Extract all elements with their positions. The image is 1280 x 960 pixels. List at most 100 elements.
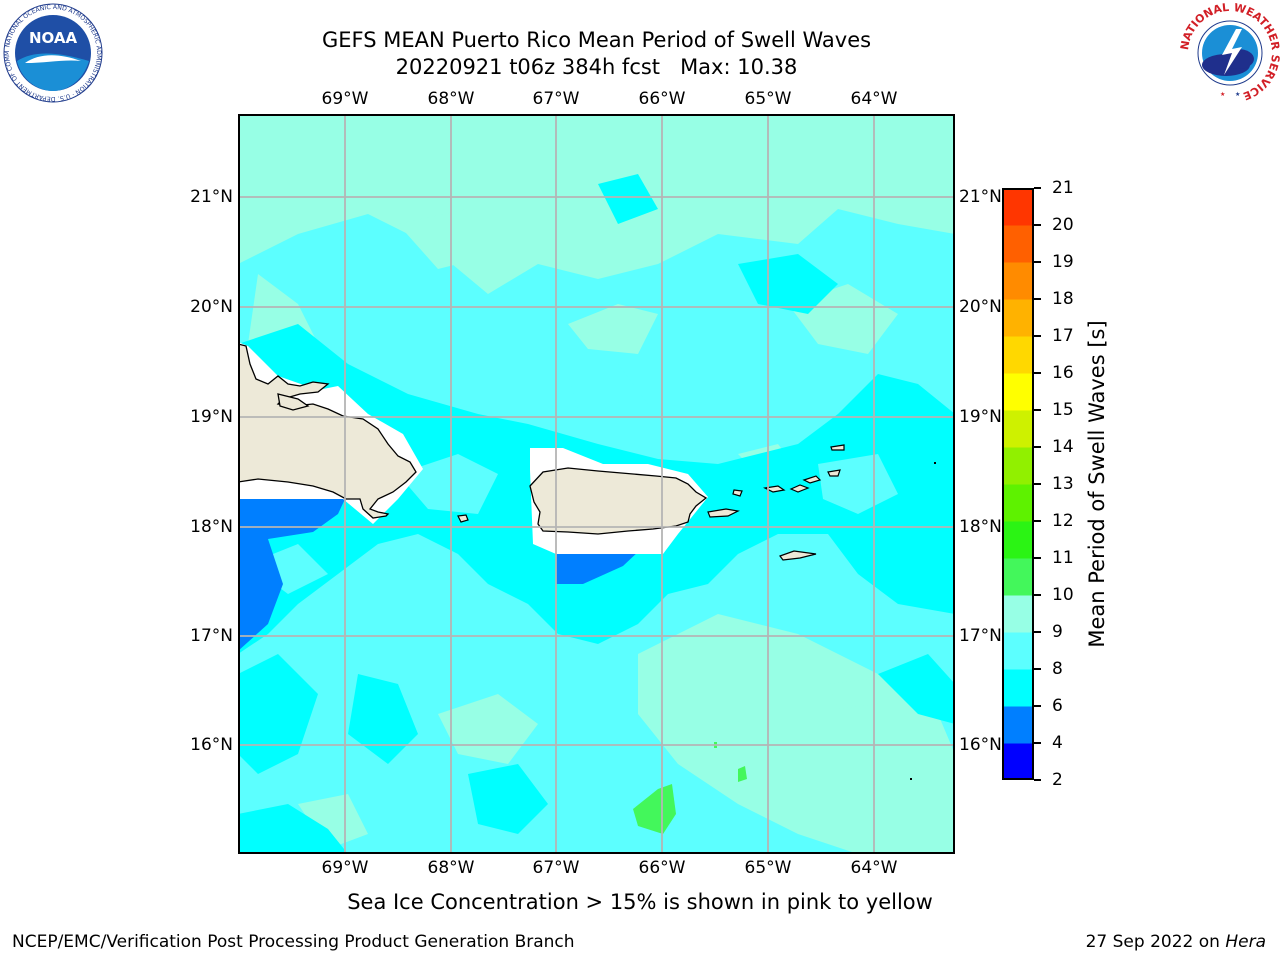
colorbar-tick-mark bbox=[1034, 668, 1041, 670]
colorbar-tick-label: 10 bbox=[1052, 585, 1074, 605]
colorbar-segment bbox=[1002, 521, 1034, 559]
lon-label-top: 68°W bbox=[427, 89, 475, 109]
colorbar-segment bbox=[1002, 225, 1034, 263]
land-culebra bbox=[732, 489, 743, 497]
colorbar-segment bbox=[1002, 299, 1034, 337]
colorbar bbox=[1002, 188, 1034, 780]
lat-label-right: 18°N bbox=[959, 517, 1002, 537]
colorbar-segment bbox=[1002, 336, 1034, 374]
colorbar-tick-label: 2 bbox=[1052, 770, 1063, 790]
colorbar-tick-mark bbox=[1034, 557, 1041, 559]
lon-label-bottom: 66°W bbox=[638, 858, 686, 878]
lat-label-left: 20°N bbox=[190, 297, 233, 317]
lat-label-left: 16°N bbox=[190, 735, 233, 755]
nws-logo: NATIONAL WEATHER SERVICE ★ ★ bbox=[1180, 3, 1280, 103]
colorbar-frame bbox=[1002, 188, 1034, 780]
lon-label-top: 69°W bbox=[321, 89, 369, 109]
map-frame bbox=[238, 114, 955, 854]
lat-label-right: 21°N bbox=[959, 187, 1002, 207]
colorbar-tick-mark bbox=[1034, 372, 1041, 374]
colorbar-tick-mark bbox=[1034, 261, 1041, 263]
lon-label-bottom: 64°W bbox=[850, 858, 898, 878]
lat-label-left: 17°N bbox=[190, 626, 233, 646]
islet bbox=[934, 462, 936, 464]
map-panel bbox=[238, 114, 955, 854]
colorbar-tick-label: 9 bbox=[1052, 622, 1063, 642]
lon-label-bottom: 69°W bbox=[321, 858, 369, 878]
land-hispaniola bbox=[238, 343, 417, 519]
colorbar-tick-label: 21 bbox=[1052, 178, 1074, 198]
lat-label-right: 16°N bbox=[959, 735, 1002, 755]
land-virgin-islands bbox=[763, 444, 845, 561]
svg-text:★: ★ bbox=[1220, 91, 1225, 98]
colorbar-tick-label: 6 bbox=[1052, 696, 1063, 716]
colorbar-tick-mark bbox=[1034, 520, 1041, 522]
colorbar-tick-label: 8 bbox=[1052, 659, 1063, 679]
colorbar-segment bbox=[1002, 706, 1034, 744]
colorbar-segment bbox=[1002, 632, 1034, 670]
colorbar-segment bbox=[1002, 447, 1034, 485]
colorbar-segment bbox=[1002, 669, 1034, 707]
footer-date: 27 Sep 2022 on Hera bbox=[1086, 932, 1266, 952]
svg-text:★: ★ bbox=[1235, 91, 1240, 98]
colorbar-tick-label: 14 bbox=[1052, 437, 1074, 457]
lon-label-top: 65°W bbox=[744, 89, 792, 109]
lat-label-left: 18°N bbox=[190, 517, 233, 537]
colorbar-segment bbox=[1002, 484, 1034, 522]
land-vieques bbox=[707, 508, 740, 518]
colorbar-tick-label: 13 bbox=[1052, 474, 1074, 494]
colorbar-tick-mark bbox=[1034, 409, 1041, 411]
colorbar-tick-mark bbox=[1034, 779, 1041, 781]
colorbar-tick-label: 18 bbox=[1052, 289, 1074, 309]
noaa-logo-text: NOAA bbox=[29, 29, 78, 47]
colorbar-label: Mean Period of Swell Waves [s] bbox=[1085, 320, 1109, 648]
colorbar-tick-mark bbox=[1034, 335, 1041, 337]
colorbar-tick-mark bbox=[1034, 631, 1041, 633]
colorbar-tick-label: 19 bbox=[1052, 252, 1074, 272]
colorbar-segment bbox=[1002, 188, 1034, 226]
colorbar-tick-label: 20 bbox=[1052, 215, 1074, 235]
colorbar-tick-mark bbox=[1034, 446, 1041, 448]
map-subtitle: 20220921 t06z 384h fcst Max: 10.38 bbox=[395, 55, 798, 79]
lat-label-right: 19°N bbox=[959, 407, 1002, 427]
colorbar-tick-mark bbox=[1034, 298, 1041, 300]
sea-ice-note-text: Sea Ice Concentration > 15% is shown in … bbox=[347, 890, 933, 914]
land-mona-island bbox=[457, 514, 469, 523]
colorbar-segment bbox=[1002, 262, 1034, 300]
map-title: GEFS MEAN Puerto Rico Mean Period of Swe… bbox=[321, 28, 872, 52]
lon-label-top: 64°W bbox=[850, 89, 898, 109]
lat-label-left: 21°N bbox=[190, 187, 233, 207]
colorbar-tick-mark bbox=[1034, 594, 1041, 596]
colorbar-tick-label: 4 bbox=[1052, 733, 1063, 753]
footer-credit: NCEP/EMC/Verification Post Processing Pr… bbox=[12, 932, 575, 952]
graticule bbox=[238, 114, 955, 854]
colorbar-tick-label: 17 bbox=[1052, 326, 1074, 346]
colorbar-tick-label: 16 bbox=[1052, 363, 1074, 383]
colorbar-segment bbox=[1002, 558, 1034, 596]
colorbar-segment bbox=[1002, 743, 1034, 780]
colorbar-tick-mark bbox=[1034, 742, 1041, 744]
colorbar-segment bbox=[1002, 410, 1034, 448]
footer-host: Hera bbox=[1225, 932, 1266, 952]
colorbar-tick-mark bbox=[1034, 483, 1041, 485]
colorbar-tick-label: 11 bbox=[1052, 548, 1074, 568]
lat-label-right: 20°N bbox=[959, 297, 1002, 317]
lon-label-top: 67°W bbox=[532, 89, 580, 109]
lat-label-left: 19°N bbox=[190, 407, 233, 427]
sea-ice-note: Sea Ice Concentration > 15% is shown in … bbox=[0, 890, 1280, 914]
colorbar-segment bbox=[1002, 373, 1034, 411]
lon-label-bottom: 68°W bbox=[427, 858, 475, 878]
colorbar-tick-label: 15 bbox=[1052, 400, 1074, 420]
lon-label-bottom: 65°W bbox=[744, 858, 792, 878]
swell-field-10-11 bbox=[633, 742, 747, 834]
islet bbox=[910, 778, 912, 780]
colorbar-tick-mark bbox=[1034, 224, 1041, 226]
lon-label-bottom: 67°W bbox=[532, 858, 580, 878]
lon-label-top: 66°W bbox=[638, 89, 686, 109]
noaa-logo: NATIONAL OCEANIC AND ATMOSPHERIC ADMINIS… bbox=[3, 3, 103, 103]
swell-field-4-6 bbox=[238, 499, 640, 651]
colorbar-segment bbox=[1002, 595, 1034, 633]
land-hispaniola-tip bbox=[277, 393, 310, 411]
colorbar-tick-mark bbox=[1034, 187, 1041, 189]
lat-label-right: 17°N bbox=[959, 626, 1002, 646]
